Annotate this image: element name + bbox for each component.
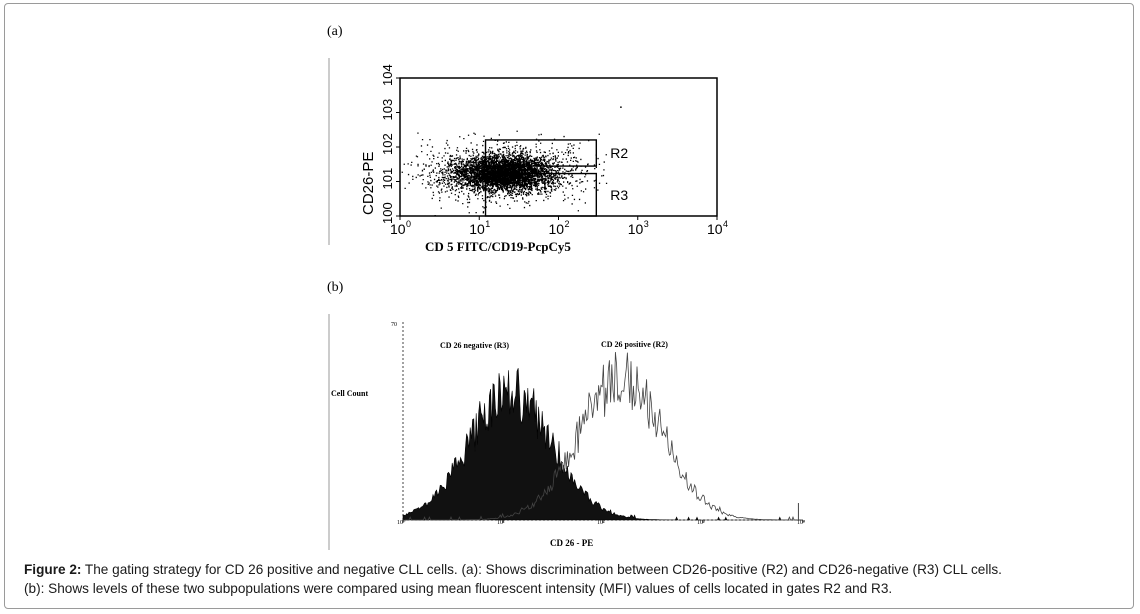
x-tick-label: 10¹	[497, 520, 505, 526]
panel-b-label: (b)	[327, 280, 344, 295]
series-negative	[402, 368, 803, 521]
caption-text-1: The gating strategy for CD 26 positive a…	[81, 562, 1002, 577]
x-axis-label: CD 26 - PE	[550, 538, 593, 548]
x-tick-label: 10⁴	[797, 520, 805, 526]
x-tick-label: 10	[628, 221, 644, 237]
gate-r3	[484, 172, 598, 217]
y-axis-label: CD26-PE	[360, 152, 377, 215]
y-tick-label: 100	[380, 202, 395, 224]
gate-label-r3: R3	[610, 187, 628, 203]
x-tick-exponent: 1	[485, 219, 490, 229]
x-tick-label: 10	[469, 221, 485, 237]
caption-line-1: Figure 2: The gating strategy for CD 26 …	[24, 560, 1124, 579]
x-tick-label: 10²	[597, 520, 605, 526]
panel-a-label: (a)	[327, 24, 343, 39]
series-label-positive: CD 26 positive (R2)	[601, 340, 668, 349]
x-tick-label: 10⁰	[397, 519, 406, 526]
x-ticks: 10⁰ 10¹ 10² 10³ 10⁴	[397, 519, 805, 526]
x-tick-label: 10³	[697, 520, 705, 526]
x-axis-label: CD 5 FITC/CD19-PcpCy5	[425, 239, 571, 254]
histogram-plot: 10⁰ 10¹ 10² 10³ 10⁴ 70 CD 26 negative (R3) C…	[328, 314, 805, 550]
x-tick-exponent: 3	[644, 219, 649, 229]
outlier-point	[620, 106, 622, 108]
caption-line-2: (b): Shows levels of these two subpopula…	[24, 581, 893, 596]
x-tick-label: 10	[390, 221, 406, 237]
histogram-series	[402, 351, 803, 521]
y-tick-label: 104	[380, 64, 395, 86]
y-axis-label: Cell Count	[331, 389, 368, 398]
caption-lead: Figure 2:	[24, 562, 82, 577]
x-tick-label: 10	[707, 221, 723, 237]
figure-caption: Figure 2: The gating strategy for CD 26 …	[24, 560, 1124, 598]
x-tick-label: 10	[549, 221, 565, 237]
y-tick-label: 102	[380, 133, 395, 155]
x-tick-exponent: 0	[406, 219, 411, 229]
gate-label-r2: R2	[610, 145, 628, 161]
y-tick-label: 103	[380, 99, 395, 121]
figure-frame	[4, 3, 1134, 609]
plot-frame	[399, 77, 718, 217]
y-top-tick: 70	[391, 322, 397, 328]
gates: R2 R3	[484, 139, 628, 217]
x-ticks: 10 0 10 1 10 2 10 3 10 4	[390, 216, 728, 237]
series-label-negative: CD 26 negative (R3)	[440, 341, 509, 350]
gate-r2	[484, 139, 598, 167]
y-tick-label: 101	[380, 168, 395, 190]
x-tick-exponent: 4	[723, 219, 728, 229]
y-ticks: 100 101 102 103 104	[380, 64, 400, 224]
x-tick-exponent: 2	[565, 219, 570, 229]
scatter-dots	[401, 106, 622, 217]
series-positive	[403, 351, 803, 521]
